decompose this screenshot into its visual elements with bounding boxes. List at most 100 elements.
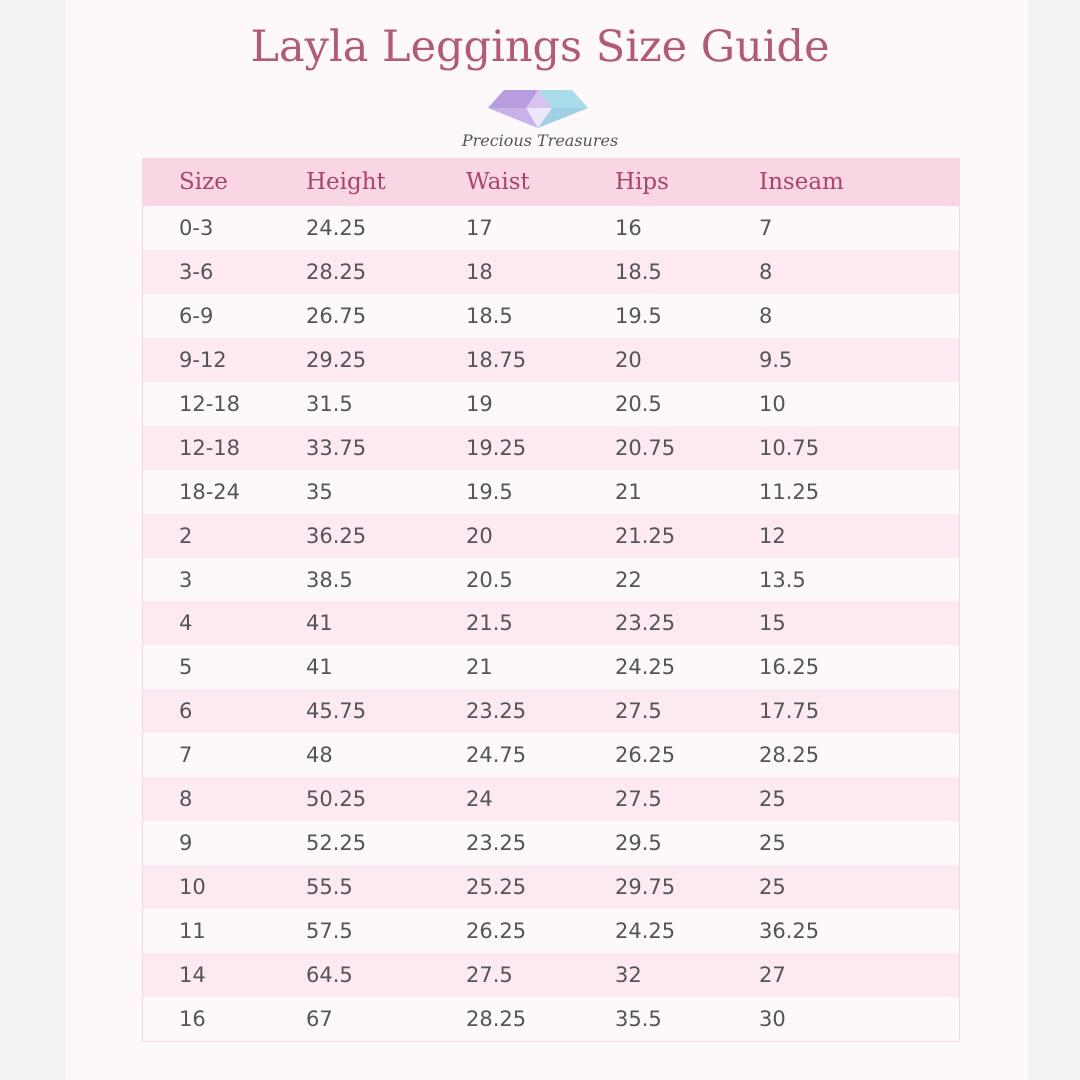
table-cell: 28.25 [466,1006,527,1031]
logo-gem [488,90,588,128]
table-cell: 8 [759,303,773,328]
table-cell: 2 [179,523,193,548]
table-cell: 50.25 [306,787,367,812]
table-cell: 18.75 [466,347,527,372]
column-header: Waist [466,169,530,195]
table-cell: 24.25 [615,655,676,680]
table-cell: 24.25 [615,919,676,943]
table-cell: 10 [759,391,786,416]
table-cell: 67 [306,1006,333,1031]
table-cell: 33.75 [306,435,367,460]
table-cell: 27.5 [466,962,513,987]
table-cell: 20.5 [466,567,513,592]
table-cell: 18.5 [615,259,662,284]
table-cell: 41 [306,611,333,636]
table-cell: 8 [179,787,193,812]
table-cell: 64.5 [306,962,353,987]
table-row: 2 36.25 20 21.25 12 [143,513,959,558]
title: Layla Leggings Size Guide [250,22,830,72]
table-cell: 36.25 [759,919,820,943]
table-cell: 4 [179,611,193,636]
table-row: 4 41 21.5 23.25 15 [143,601,959,646]
table-cell: 13.5 [759,567,806,592]
table-row: 0-3 24.25 17 16 7 [143,206,959,250]
table-row: 9-12 29.25 18.75 20 9.5 [143,337,959,382]
table-cell: 19 [466,391,493,416]
table-cell: 9 [179,831,193,856]
table-cell: 19.25 [466,435,527,460]
table-cell: 23.25 [615,611,676,636]
table-cell: 20 [466,523,493,548]
table-cell: 16 [615,216,642,240]
table-cell: 27.5 [615,699,662,724]
column-header: Height [306,169,386,195]
table-cell: 25 [759,787,786,812]
table-cell: 21 [615,479,642,504]
table-cell: 29.5 [615,831,662,856]
table-cell: 20.75 [615,435,676,460]
table-cell: 9-12 [179,347,227,372]
table-cell: 18.5 [466,303,513,328]
table-row: 11 57.5 26.25 24.25 36.25 [143,909,959,953]
table-cell: 22 [615,567,642,592]
table-row: 6-9 26.75 18.5 19.5 8 [143,294,959,338]
table-cell: 36.25 [306,523,367,548]
table-cell: 24 [466,787,493,812]
table-row: 3 38.5 20.5 22 13.5 [143,558,959,602]
table-cell: 21.5 [466,611,513,636]
table-cell: 24.75 [466,743,527,768]
table-cell: 11.25 [759,479,820,504]
table-cell: 25 [759,831,786,856]
table-cell: 18-24 [179,479,241,504]
table-cell: 9.5 [759,347,793,372]
table-row: 12-18 33.75 19.25 20.75 10.75 [143,425,959,470]
table-row: 7 48 24.75 26.25 28.25 [143,733,959,777]
table-cell: 25 [759,875,786,900]
brand: Precious Treasures [461,131,619,150]
size-table: Size Height Waist Hips Inseam 0-3 24.25 17 16 7 3-… [142,158,960,1042]
table-cell: 20.5 [615,391,662,416]
table-row: 5 41 21 24.25 16.25 [143,645,959,689]
table-cell: 55.5 [306,875,353,900]
table-cell: 10.75 [759,435,820,460]
table-cell: 16 [179,1006,206,1031]
table-cell: 26.25 [615,743,676,768]
table-cell: 26.75 [306,303,367,328]
table-cell: 35 [306,479,333,504]
table-cell: 29.75 [615,875,676,900]
table-cell: 16.25 [759,655,820,680]
column-header: Hips [615,169,669,195]
table-cell: 12-18 [179,435,241,460]
table-cell: 5 [179,655,193,680]
table-cell: 7 [759,216,773,240]
table-row: 6 45.75 23.25 27.5 17.75 [143,689,959,734]
table-row: 10 55.5 25.25 29.75 25 [143,865,959,909]
table-cell: 6-9 [179,303,214,328]
table-cell: 41 [306,655,333,680]
table-cell: 14 [179,962,206,987]
table-cell: 25.25 [466,875,527,900]
table-cell: 0-3 [179,216,214,240]
column-header: Size [179,169,228,195]
table-cell: 29.25 [306,347,367,372]
table-cell: 10 [179,875,206,900]
table-cell: 7 [179,743,193,768]
column-header: Inseam [759,169,844,195]
table-cell: 19.5 [466,479,513,504]
table-cell: 11 [179,919,206,943]
table-cell: 26.25 [466,919,527,943]
table-cell: 35.5 [615,1006,662,1031]
table-cell: 17.75 [759,699,820,724]
table-cell: 3-6 [179,259,214,284]
table-cell: 28.25 [759,743,820,768]
table-cell: 27.5 [615,787,662,812]
table-cell: 48 [306,743,333,768]
header-row: Size Height Waist Hips Inseam [143,159,959,206]
table-cell: 38.5 [306,567,353,592]
table-cell: 31.5 [306,391,353,416]
table-cell: 21 [466,655,493,680]
table-cell: 19.5 [615,303,662,328]
table-row: 12-18 31.5 19 20.5 10 [143,382,959,426]
table-cell: 28.25 [306,259,367,284]
